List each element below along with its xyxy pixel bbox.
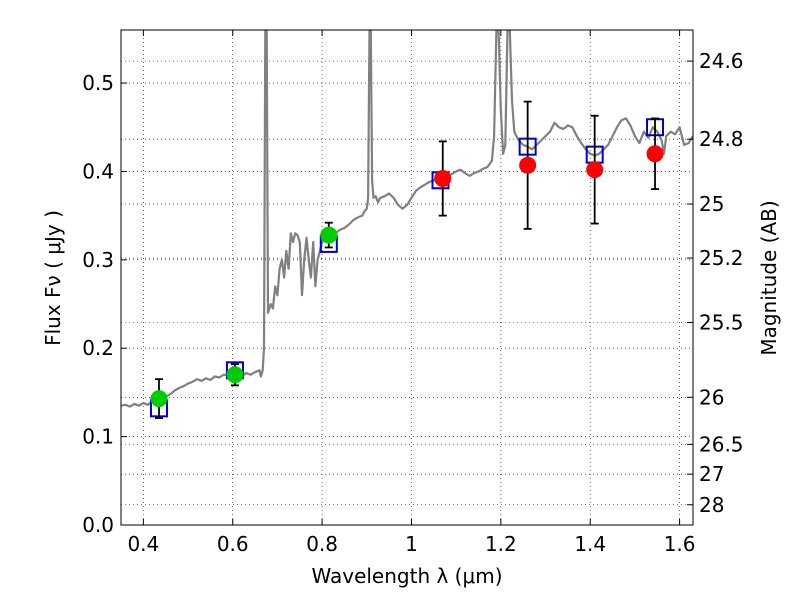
x-tick-label: 1	[405, 532, 418, 556]
magnitude-tick-label: 28	[699, 493, 724, 517]
magnitude-tick-label: 27	[699, 462, 724, 486]
photometry-point	[320, 226, 338, 244]
x-tick-label: 0.4	[127, 532, 159, 556]
magnitude-tick-label: 26	[699, 385, 724, 409]
y-tick-label: 0.2	[82, 336, 114, 360]
plot-frame	[120, 29, 694, 526]
photometry-point	[150, 390, 168, 408]
photometry-point	[519, 156, 537, 174]
photometry-point	[226, 366, 244, 384]
x-tick-label: 1.4	[574, 532, 606, 556]
x-tick-label: 0.6	[217, 532, 249, 556]
magnitude-tick-label: 25.2	[699, 246, 744, 270]
grid-lines	[121, 30, 693, 526]
x-axis-label: Wavelength λ (μm)	[311, 564, 502, 588]
magnitude-tick-label: 24.6	[699, 49, 744, 73]
x-tick-label: 0.8	[306, 532, 338, 556]
y-tick-label: 0.1	[82, 425, 114, 449]
x-tick-label: 1.6	[664, 532, 696, 556]
x-tick-label: 1.2	[485, 532, 517, 556]
right-axis-label: Magnitude (AB)	[757, 200, 781, 355]
photometry-point	[646, 145, 664, 163]
magnitude-tick-label: 25.5	[699, 310, 744, 334]
magnitude-tick-label: 25	[699, 192, 724, 216]
y-tick-label: 0.0	[82, 513, 114, 537]
magnitude-tick-label: 24.8	[699, 127, 744, 151]
axis-ticks: 0.4 0.6 0.8 1 1.2 1.4 1.6 0.0 0.1 0.2 0.3 0.4 0.5 24.…	[82, 30, 744, 556]
y-tick-label: 0.3	[82, 248, 114, 272]
photometry-point	[586, 161, 604, 179]
y-tick-label: 0.4	[82, 159, 114, 183]
magnitude-tick-label: 26.5	[699, 432, 744, 456]
photometry-point	[434, 170, 452, 187]
y-axis-label: Flux Fν ( μJy )	[41, 210, 65, 346]
spectrum-line	[121, 30, 693, 408]
plot-area	[121, 30, 693, 419]
y-tick-label: 0.5	[82, 71, 114, 95]
